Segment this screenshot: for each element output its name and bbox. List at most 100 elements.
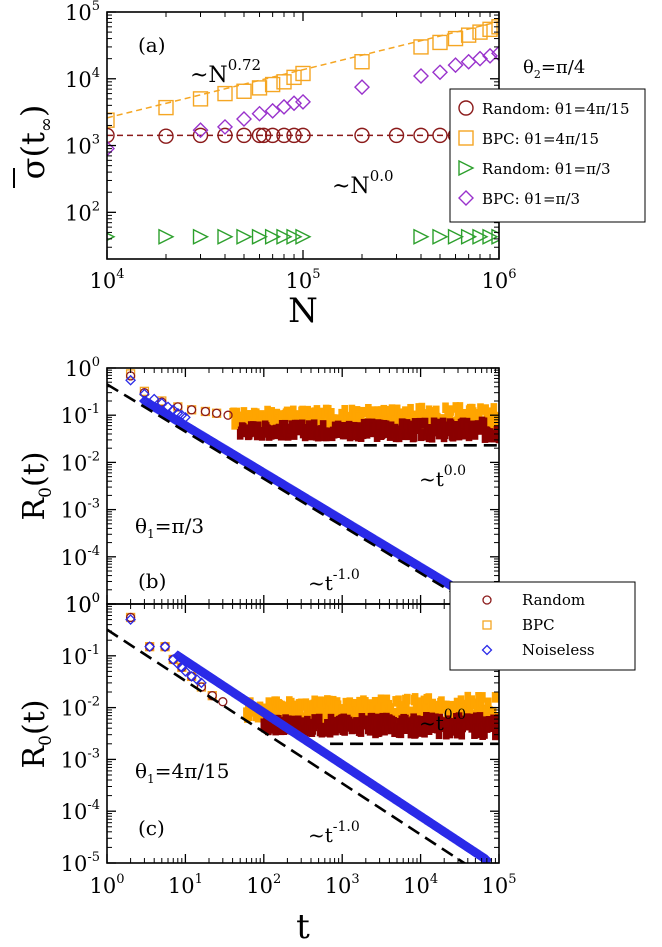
- band-point: [456, 402, 464, 413]
- y-tick-label: 102: [65, 199, 100, 225]
- data-point: [295, 93, 311, 110]
- legend-bc-label-0: Random: [522, 591, 585, 609]
- data-point: [160, 642, 170, 652]
- data-point: [447, 30, 464, 47]
- data-point: [447, 57, 464, 74]
- data-point: [264, 127, 281, 144]
- data-point: [295, 65, 311, 82]
- y-tick-label: 105: [65, 0, 100, 25]
- data-point: [159, 641, 171, 653]
- band-point: [479, 692, 486, 703]
- x-tick-label: 105: [285, 267, 320, 293]
- data-point: [200, 406, 211, 417]
- data-point: [447, 228, 465, 245]
- data-point: [286, 127, 302, 144]
- data-point: [236, 110, 252, 127]
- legend-a-marker-1: [458, 130, 474, 146]
- legend-a-marker-0: [458, 100, 474, 116]
- panel-c-frame: [106, 603, 500, 864]
- legend-a-label-2: Random: θ1=π/3: [482, 160, 611, 178]
- data-point: [482, 228, 499, 245]
- data-point: [218, 697, 228, 707]
- data-point: [413, 127, 429, 144]
- data-point: [186, 670, 198, 682]
- legend-bc-box: [449, 581, 636, 671]
- data-point: [251, 105, 268, 122]
- panel-b-label: (b): [138, 569, 166, 593]
- legend-a-marker-2: [458, 159, 475, 177]
- data-point: [173, 402, 183, 412]
- data-point: [286, 228, 303, 245]
- legend-bc-label-2: Noiseless: [522, 641, 595, 659]
- svg-text:σ(t∞): σ(t∞): [14, 105, 57, 180]
- legend-a: Random: θ1=4π/15 BPC: θ1=4π/15 Random: θ1=…: [449, 88, 646, 223]
- data-point: [255, 127, 272, 144]
- data-point: [413, 68, 429, 85]
- slope-00-annotation: ~N0.0: [332, 167, 394, 199]
- legend-a-label-1: BPC: θ1=4π/15: [482, 130, 599, 148]
- data-point: [460, 228, 478, 245]
- data-point: [125, 374, 137, 386]
- panel-a-xlabel: N: [288, 291, 318, 331]
- data-point: [144, 641, 156, 653]
- band-point: [404, 693, 411, 705]
- data-point: [413, 228, 430, 245]
- svg-text:R0(t): R0(t): [17, 452, 56, 521]
- data-point: [432, 64, 448, 81]
- y-tick-label: 10-3: [61, 497, 100, 523]
- data-point: [472, 24, 488, 40]
- series-a-3: [107, 45, 499, 157]
- data-point: [491, 45, 499, 62]
- y-tick-label: 10-2: [61, 695, 100, 721]
- panel-c-decay-annotation: ~t-1.0: [308, 819, 360, 847]
- data-point: [186, 671, 197, 682]
- x-tick-label: 103: [325, 872, 360, 898]
- data-point: [217, 85, 233, 102]
- data-point: [354, 127, 370, 144]
- data-point: [491, 19, 499, 35]
- panel-c-ylabel: R0(t): [17, 700, 56, 769]
- y-tick-label: 10-2: [61, 449, 100, 475]
- data-point: [295, 127, 311, 144]
- data-point: [192, 122, 209, 139]
- x-tick-label: 104: [403, 872, 438, 898]
- data-point: [264, 228, 282, 245]
- data-point: [125, 612, 136, 623]
- y-tick-label: 100: [65, 355, 100, 381]
- data-point: [107, 112, 115, 128]
- data-point: [460, 53, 477, 70]
- legend-bc-label-1: BPC: [522, 616, 555, 634]
- noiseless-series: [125, 614, 493, 863]
- data-point: [264, 102, 281, 119]
- legend-a-marker-3: [458, 190, 474, 206]
- band-point: [476, 712, 484, 723]
- data-point: [286, 95, 303, 112]
- data-point: [217, 118, 233, 135]
- legend-a-label-3: BPC: θ1=π/3: [482, 190, 580, 208]
- fit-line-n072: [107, 20, 499, 119]
- data-point: [413, 39, 429, 55]
- data-point: [217, 127, 233, 144]
- data-point: [460, 27, 477, 43]
- x-tick-label: 106: [481, 267, 516, 293]
- data-point: [158, 99, 174, 116]
- data-point: [107, 140, 115, 157]
- data-point: [236, 83, 252, 99]
- data-point: [432, 127, 448, 144]
- panel-c-label: (c): [138, 816, 165, 840]
- series-a-1: [107, 19, 499, 128]
- panel-b-ylabel: R0(t): [17, 452, 56, 521]
- data-point: [276, 127, 292, 144]
- legend-bc-marker-1: [482, 620, 492, 630]
- band-point: [491, 692, 499, 703]
- data-point: [295, 228, 312, 245]
- data-point: [223, 410, 233, 420]
- x-tick-label: 102: [246, 872, 281, 898]
- data-point: [251, 228, 269, 245]
- panel-c: 10-5 10-4 10-3 10-2 10-1 100 100 101 102 103 104 10…: [17, 581, 636, 947]
- data-point: [472, 50, 488, 67]
- early-random: [125, 371, 233, 420]
- legend-a-box: [449, 88, 646, 223]
